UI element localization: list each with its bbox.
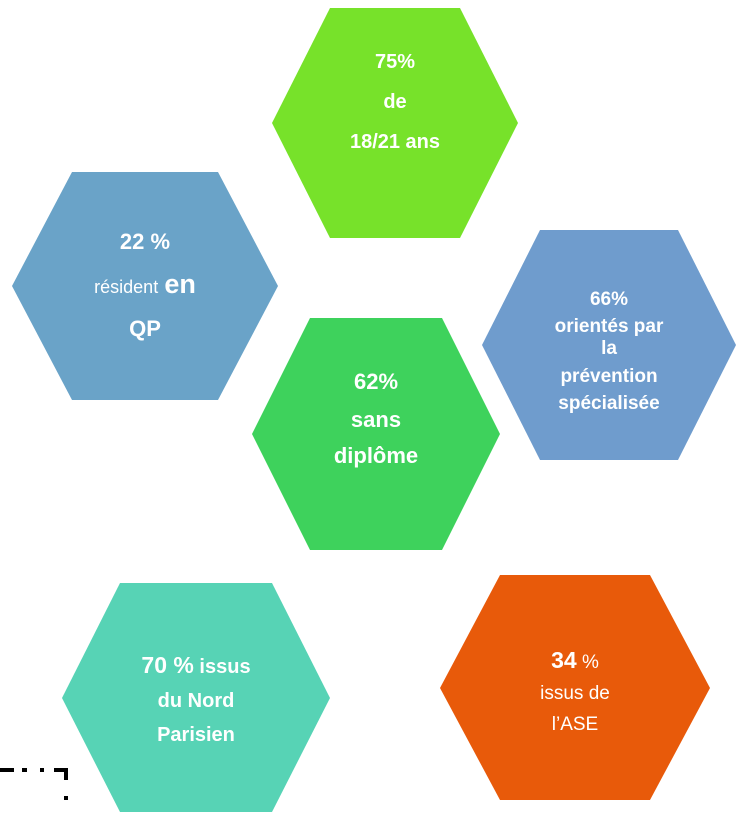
node: 66% orientés par la prévention spécialis… [482,264,736,434]
node-text: 18/21 ans [349,131,441,153]
node-text: issus [199,656,251,678]
node-text: l’ASE [551,713,599,735]
node-text: QP [129,315,161,341]
node-text: de [383,91,407,113]
node-text: en [164,268,196,299]
node-line: 70 % issus [141,648,250,684]
node-text: 70 % [141,652,194,678]
node: 62% sans diplôme [252,362,500,474]
node-text: Parisien [157,724,235,746]
node-text: spécialisée [558,393,660,414]
node-text: 75% [374,51,416,73]
hexagon [252,318,500,550]
hexagon [272,8,518,238]
node-text: diplôme [333,443,419,468]
node-text: 66% [589,289,629,310]
node: 70 % issus du Nord Parisien [62,646,330,754]
node-line: résident en [94,263,196,308]
node-text: % [581,651,599,673]
node: 22 % résident en QP [12,222,278,348]
node-text: sans [350,407,402,432]
node-text: prévention [560,366,658,387]
node-line: 34 % [551,645,599,678]
node-text: résident [94,276,159,297]
node-text: 34 [551,646,577,673]
node-text: du Nord [157,690,235,712]
hexagon [12,172,278,400]
node-text: issus de [540,682,610,704]
node-text: 62% [353,369,399,394]
hexagon [62,583,330,812]
node-text: orientés par [554,316,664,337]
node: 75% de 18/21 ans [272,40,518,164]
hexagon [440,575,710,800]
dotted-mark [0,768,68,800]
node-text: la [601,338,617,359]
node: 34 % issus de l’ASE [440,642,710,742]
hexagon [482,230,736,460]
node-text: 22 % [119,228,171,254]
